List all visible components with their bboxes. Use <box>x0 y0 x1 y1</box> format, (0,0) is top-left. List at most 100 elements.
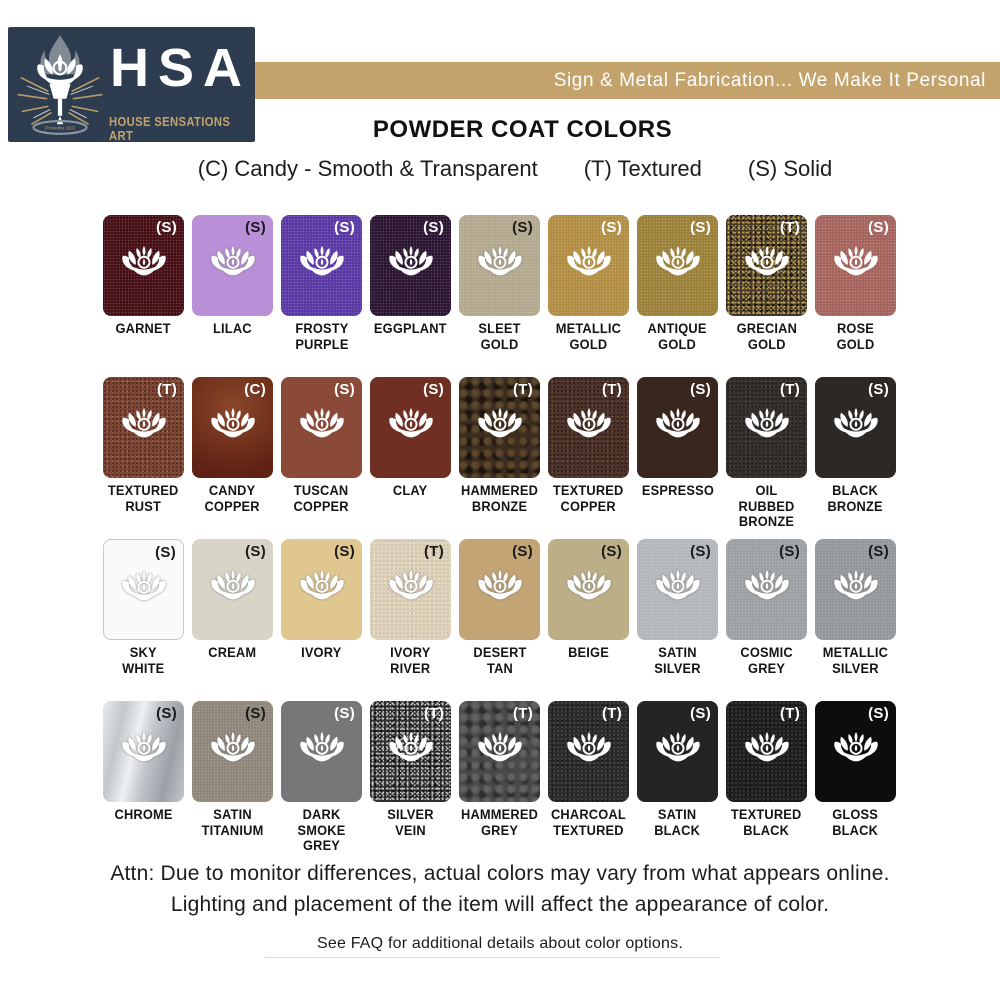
finish-code-label: (T) <box>423 705 444 722</box>
color-swatch: (S) <box>726 539 807 640</box>
finish-code-label: (S) <box>868 219 889 236</box>
finish-code-label: (T) <box>779 219 800 236</box>
color-name: SLEET GOLD <box>478 321 521 352</box>
color-swatch: (S) <box>281 377 362 478</box>
finish-code-label: (S) <box>334 219 355 236</box>
swatch-cell: (S) METALLIC GOLD <box>548 215 629 377</box>
color-name: CREAM <box>208 645 257 660</box>
swatch-cell: (S) CREAM <box>192 539 273 701</box>
swatch-cell: (T) IVORY RIVER <box>370 539 451 701</box>
swatch-cell: (T) GRECIAN GOLD <box>726 215 807 377</box>
finish-code-label: (S) <box>245 219 266 236</box>
footer-divider <box>265 957 720 958</box>
swatch-cell: (S) SATIN SILVER <box>637 539 718 701</box>
lotus-icon <box>299 570 344 600</box>
swatch-cell: (T) CHARCOAL TEXTURED <box>548 701 629 863</box>
color-swatch: (S) <box>192 215 273 316</box>
color-swatch: (S) <box>548 215 629 316</box>
color-name: BLACK BRONZE <box>827 483 884 514</box>
swatch-cell: (S) CHROME <box>103 701 184 863</box>
color-name: CHROME <box>114 807 173 822</box>
legend-textured: (T) Textured <box>583 156 702 181</box>
finish-code-label: (S) <box>601 543 622 560</box>
color-name: TEXTURED RUST <box>108 483 179 514</box>
color-name: GRECIAN GOLD <box>736 321 797 352</box>
lotus-icon <box>744 732 789 762</box>
color-name: FROSTY PURPLE <box>294 321 349 352</box>
color-swatch: (S) <box>637 539 718 640</box>
color-swatch: (S) <box>370 215 451 316</box>
lotus-icon <box>744 246 789 276</box>
lotus-icon <box>477 570 522 600</box>
color-swatch: (S) <box>281 215 362 316</box>
lotus-icon <box>655 246 700 276</box>
finish-code-label: (S) <box>868 543 889 560</box>
lotus-icon <box>477 408 522 438</box>
finish-code-label: (T) <box>423 543 444 560</box>
finish-code-label: (S) <box>156 219 177 236</box>
color-name: GLOSS BLACK <box>832 807 879 838</box>
color-name: TEXTURED COPPER <box>553 483 624 514</box>
color-swatch: (S) <box>637 701 718 802</box>
lotus-icon <box>388 732 433 762</box>
swatch-cell: (S) SKY WHITE <box>103 539 184 701</box>
finish-code-label: (S) <box>245 543 266 560</box>
lotus-icon <box>299 732 344 762</box>
finish-code-label: (S) <box>155 544 176 561</box>
lotus-icon <box>833 246 878 276</box>
lotus-icon <box>655 570 700 600</box>
finish-code-label: (S) <box>245 705 266 722</box>
lotus-icon <box>833 408 878 438</box>
color-name: METALLIC SILVER <box>822 645 889 676</box>
lotus-icon <box>210 408 255 438</box>
color-name: ANTIQUE GOLD <box>647 321 708 352</box>
swatch-cell: (S) SLEET GOLD <box>459 215 540 377</box>
color-swatch: (S) <box>281 539 362 640</box>
finish-code-label: (S) <box>690 219 711 236</box>
swatch-cell: (T) SILVER VEIN <box>370 701 451 863</box>
logo-verse: Proverbs 16:3 <box>45 126 75 132</box>
swatch-cell: (S) FROSTY PURPLE <box>281 215 362 377</box>
lotus-icon <box>566 246 611 276</box>
color-name: SILVER VEIN <box>387 807 434 838</box>
swatch-cell: (S) ESPRESSO <box>637 377 718 539</box>
color-name: ESPRESSO <box>641 483 714 498</box>
color-name: IVORY <box>301 645 342 660</box>
lotus-icon <box>388 408 433 438</box>
finish-code-label: (S) <box>512 543 533 560</box>
color-name: SATIN TITANIUM <box>201 807 264 838</box>
lotus-icon <box>744 570 789 600</box>
logo-company-name: HOUSE SENSATIONS ART <box>109 115 231 143</box>
color-name: SATIN SILVER <box>654 645 701 676</box>
lotus-icon <box>299 408 344 438</box>
color-swatch: (T) <box>548 377 629 478</box>
color-swatch: (S) <box>637 377 718 478</box>
color-name: GARNET <box>115 321 172 336</box>
finish-code-label: (T) <box>512 381 533 398</box>
finish-code-label: (S) <box>690 543 711 560</box>
lotus-icon <box>388 570 433 600</box>
swatch-cell: (C) CANDY COPPER <box>192 377 273 539</box>
color-name: TUSCAN COPPER <box>293 483 350 514</box>
finish-code-label: (T) <box>779 705 800 722</box>
swatch-cell: (T) OIL RUBBED BRONZE <box>726 377 807 539</box>
color-swatch: (S) <box>192 701 273 802</box>
swatch-cell: (S) ROSE GOLD <box>815 215 896 377</box>
color-swatch: (T) <box>726 701 807 802</box>
lotus-icon <box>121 571 166 601</box>
color-swatch: (T) <box>370 539 451 640</box>
disclaimer-line-2: Lighting and placement of the item will … <box>170 893 830 916</box>
color-swatch: (T) <box>370 701 451 802</box>
color-name: TEXTURED BLACK <box>731 807 802 838</box>
swatch-cell: (S) BEIGE <box>548 539 629 701</box>
page-title: POWDER COAT COLORS <box>372 116 673 143</box>
color-swatch: (S) <box>103 215 184 316</box>
color-name: OIL RUBBED BRONZE <box>738 483 795 530</box>
swatch-cell: (S) CLAY <box>370 377 451 539</box>
color-name: HAMMERED GREY <box>460 807 539 838</box>
finish-code-label: (S) <box>868 705 889 722</box>
color-swatch: (T) <box>459 377 540 478</box>
color-swatch: (T) <box>726 377 807 478</box>
tagline-banner: Sign & Metal Fabrication... We Make It P… <box>255 62 1000 99</box>
